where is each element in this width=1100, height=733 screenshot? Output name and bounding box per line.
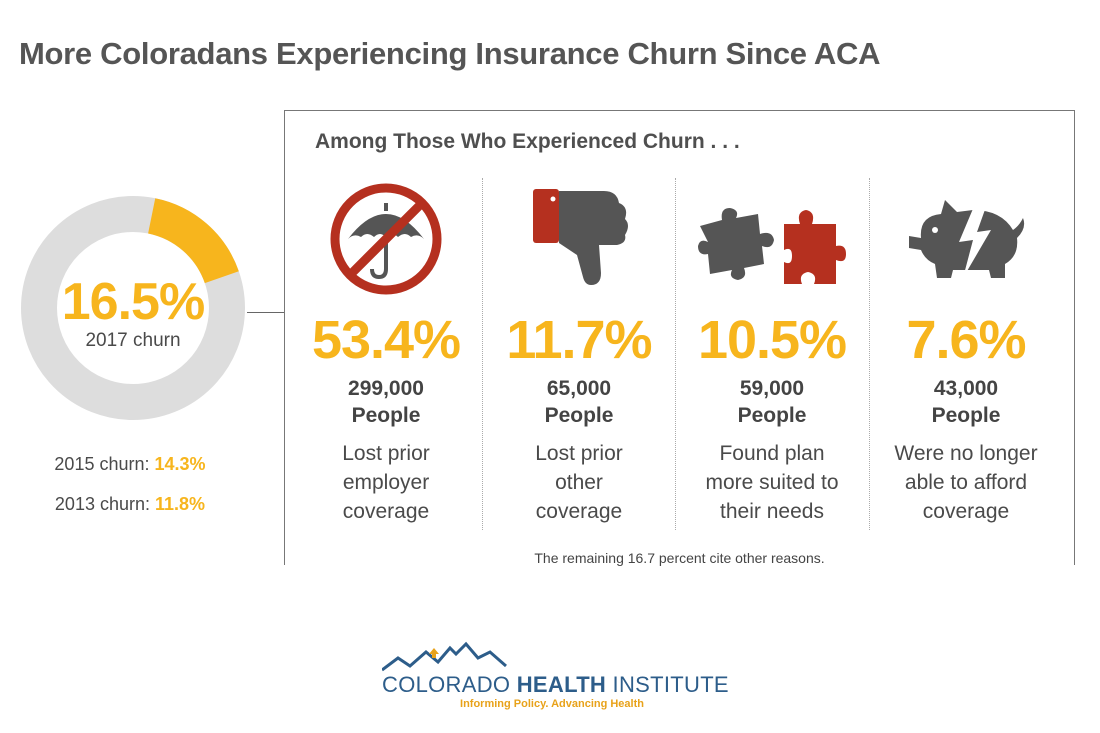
churn-2017-label: 2017 churn <box>85 330 181 351</box>
broken-piggy-bank-icon <box>871 178 1061 303</box>
colorado-health-institute-logo: COLORADO HEALTH INSTITUTE Informing Poli… <box>381 640 729 715</box>
logo-name: COLORADO HEALTH INSTITUTE <box>382 672 729 697</box>
reason-description: Found plan more suited to their needs <box>705 442 839 523</box>
reason-percent: 7.6% <box>906 310 1026 370</box>
reason-column-afford: 7.6% 43,000 People Were no longer able t… <box>871 178 1061 526</box>
churn-2013-row: 2013 churn: 11.8% <box>0 494 260 515</box>
no-umbrella-icon <box>291 178 481 303</box>
column-divider <box>482 178 483 530</box>
churn-2015-value: 14.3% <box>154 454 206 474</box>
reason-percent: 10.5% <box>697 310 847 370</box>
churn-donut-chart <box>21 196 245 420</box>
donut-slice-remainder <box>21 196 245 420</box>
churn-2015-label: 2015 churn: <box>54 454 150 474</box>
reason-description: Were no longer able to afford coverage <box>894 442 1038 523</box>
churn-2013-label: 2013 churn: <box>54 494 150 514</box>
puzzle-pieces-icon <box>677 178 867 303</box>
reason-column-better-plan: 10.5% 59,000 People Found plan more suit… <box>677 178 867 526</box>
reason-count: 299,000 <box>348 377 424 400</box>
page-title: More Coloradans Experiencing Insurance C… <box>19 36 881 71</box>
column-divider <box>869 178 870 530</box>
reason-unit: People <box>351 404 421 427</box>
reason-percent: 11.7% <box>506 310 652 370</box>
reason-count: 65,000 <box>546 377 612 400</box>
reason-unit: People <box>544 404 614 427</box>
reasons-panel <box>284 110 1075 565</box>
donut-slice-churn <box>147 198 239 284</box>
reason-description: Lost prior other coverage <box>535 442 623 523</box>
reason-percent: 53.4% <box>311 310 461 370</box>
reason-count: 43,000 <box>933 377 999 400</box>
column-divider <box>675 178 676 530</box>
panel-title: Among Those Who Experienced Churn . . . <box>315 130 740 153</box>
reason-column-employer: 53.4% 299,000 People Lost prior employer… <box>291 178 481 526</box>
reason-count: 59,000 <box>739 377 805 400</box>
churn-2013-value: 11.8% <box>155 494 206 514</box>
reason-description: Lost prior employer coverage <box>342 442 430 523</box>
reason-unit: People <box>931 404 1001 427</box>
reason-column-other: 11.7% 65,000 People Lost prior other cov… <box>484 178 674 526</box>
churn-2017-value: 16.5% <box>61 273 205 331</box>
reason-unit: People <box>737 404 807 427</box>
churn-2015-row: 2015 churn: 14.3% <box>0 454 260 475</box>
logo-tagline: Informing Policy. Advancing Health <box>460 698 644 710</box>
thumbs-down-icon <box>484 178 674 303</box>
footnote: The remaining 16.7 percent cite other re… <box>534 550 825 566</box>
mountain-logo-icon <box>381 641 507 672</box>
connector-line <box>247 312 285 313</box>
